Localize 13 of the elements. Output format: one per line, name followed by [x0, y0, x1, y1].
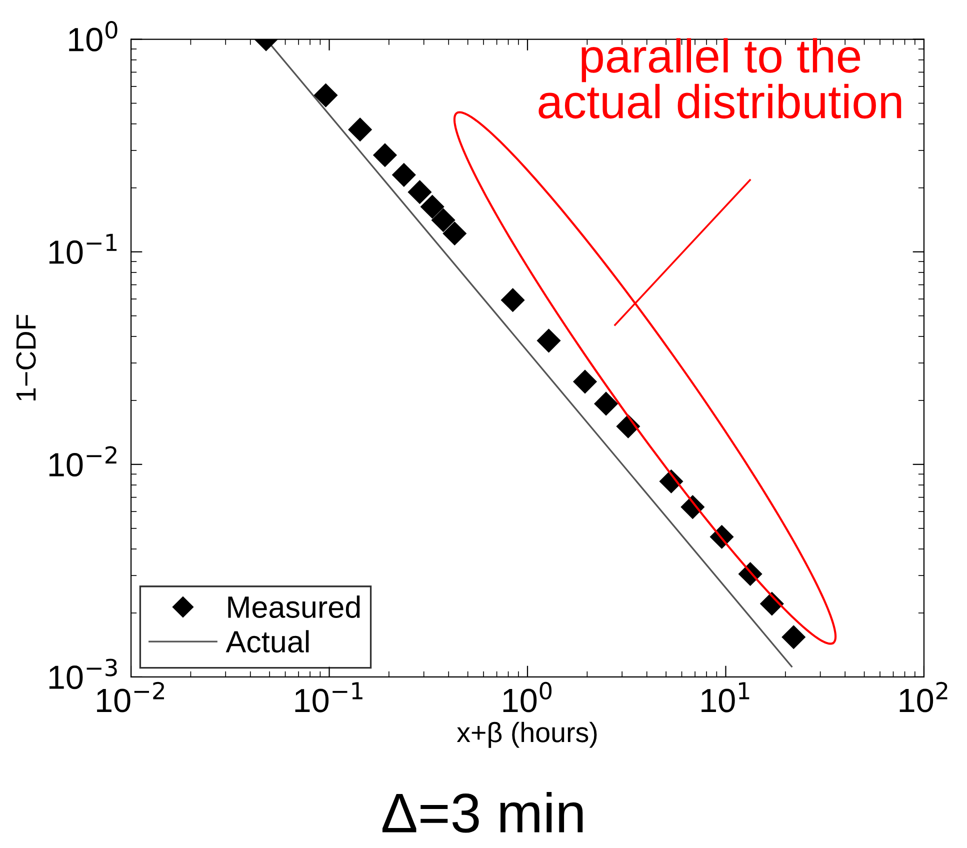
text: Δ=3 min — [382, 792, 583, 833]
y-axis-title: 1−CDF — [16, 314, 36, 400]
y-tick-label: 10$^{0}$ — [69, 21, 118, 52]
y-tick-label: 10$^{−2}$ — [49, 446, 116, 477]
y-tick-label: 10$^{−1}$ — [49, 234, 117, 264]
annotation: parallel to the actual distribution — [538, 38, 902, 119]
x-tick-label: 10$^{−1}$ — [295, 682, 362, 712]
x-tick-label: 10$^{0}$ — [503, 682, 552, 712]
x-axis-title: x+β (hours) — [456, 722, 597, 748]
x-tick-label: 10$^{1}$ — [702, 682, 750, 712]
legend-label: Measured — [228, 596, 360, 618]
x-tick-label: 10$^{2}$ — [900, 682, 948, 712]
legend-label: Actual — [226, 630, 309, 653]
